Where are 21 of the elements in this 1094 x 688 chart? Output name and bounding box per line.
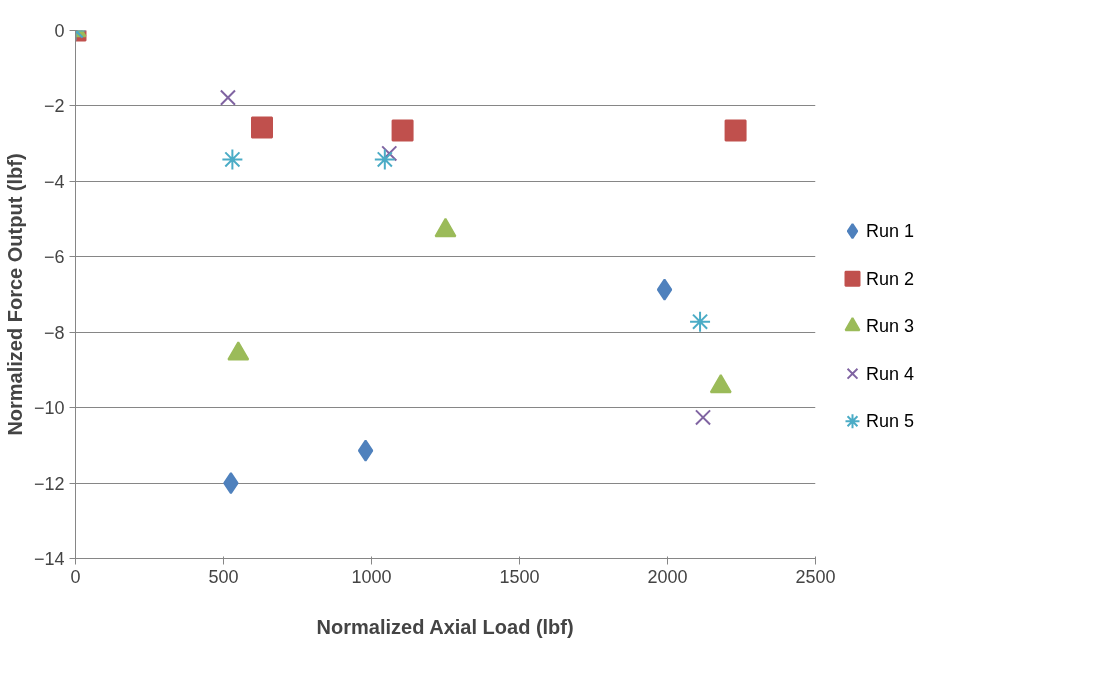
y-tick-label: −6 [43, 247, 65, 268]
x-tick-label: 500 [208, 566, 239, 587]
y-tick-label: −4 [43, 171, 65, 192]
legend-label: Run 4 [866, 363, 915, 384]
legend-label: Run 2 [866, 268, 915, 289]
x-tick-label: 2500 [795, 566, 836, 587]
y-tick-label: 0 [54, 21, 65, 41]
y-tick-label: −2 [43, 96, 65, 117]
x-tick-label: 1500 [499, 566, 540, 587]
x-tick-label: 1000 [351, 566, 392, 587]
y-tick-label: −10 [33, 398, 65, 419]
x-tick-label: 2000 [647, 566, 688, 587]
legend-label: Run 1 [866, 221, 915, 242]
x-tick-label: 0 [70, 566, 81, 587]
legend-label: Run 5 [866, 411, 915, 432]
y-tick-label: −14 [33, 549, 65, 569]
y-tick-label: −8 [43, 322, 65, 343]
x-axis-title: Normalized Axial Load (lbf) [316, 615, 574, 638]
y-axis-title: Normalized Force Output (lbf) [3, 153, 26, 436]
legend-label: Run 3 [866, 316, 915, 337]
y-tick-label: −12 [33, 473, 65, 494]
